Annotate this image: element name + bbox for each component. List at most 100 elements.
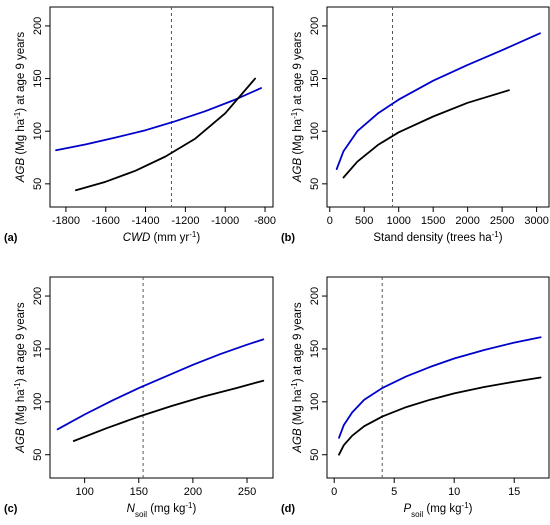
x-tick-label: -1000 — [211, 215, 239, 227]
x-axis-label-italic: CWD — [123, 232, 150, 244]
y-tick-label: 200 — [32, 287, 44, 305]
series-line-blue — [56, 338, 265, 431]
x-axis-label-italic: N — [127, 503, 136, 515]
y-axis-label: AGB (Mg ha-1) at age 9 years — [290, 302, 305, 454]
x-tick-label: 1500 — [421, 215, 445, 227]
x-axis-label-tail: ) — [196, 232, 200, 244]
y-axis-label-sup: -1 — [290, 382, 299, 390]
x-axis-label-text: (mg kg — [147, 503, 185, 515]
x-tick-label: 250 — [238, 486, 256, 498]
y-axis-label-text: (Mg ha — [15, 118, 27, 158]
x-axis-label-text: Stand density (trees ha — [373, 232, 492, 244]
x-tick-label: 150 — [130, 486, 148, 498]
series-line-blue — [338, 336, 542, 439]
x-axis-label-sup: -1 — [492, 230, 500, 239]
x-tick-label: 0 — [331, 486, 337, 498]
y-tick-label: 50 — [32, 449, 44, 461]
x-axis-label: Nsoil (mg kg-1) — [127, 501, 197, 519]
x-tick-label: 0 — [327, 215, 333, 227]
x-tick-label: 100 — [75, 486, 93, 498]
y-tick-label: 150 — [32, 340, 44, 358]
x-tick-label: 15 — [508, 486, 520, 498]
y-axis-label-sup: -1 — [290, 111, 299, 119]
x-axis-label-sup: -1 — [185, 501, 193, 510]
y-axis-label-tail: ) at age 9 years — [15, 302, 27, 382]
x-axis-label-tail: ) — [192, 503, 196, 515]
y-tick-label: 100 — [32, 393, 44, 411]
x-tick-label: -800 — [254, 215, 276, 227]
y-tick-label: 150 — [309, 340, 321, 358]
x-tick-label: 500 — [355, 215, 373, 227]
panel-label: (c) — [4, 503, 18, 515]
y-tick-label: 150 — [32, 69, 44, 87]
x-tick-label: 3000 — [524, 215, 548, 227]
series-line-black — [338, 376, 542, 456]
y-tick-label: 50 — [309, 449, 321, 461]
y-tick-label: 150 — [309, 69, 321, 87]
y-axis-label: AGB (Mg ha-1) at age 9 years — [13, 32, 28, 184]
x-axis-label-sub: soil — [411, 510, 423, 519]
x-tick-label: 2000 — [455, 215, 479, 227]
y-axis-label-tail: ) at age 9 years — [15, 32, 27, 112]
x-tick-label: -1400 — [132, 215, 160, 227]
panel-label: (b) — [281, 232, 295, 244]
y-tick-label: 200 — [309, 287, 321, 305]
y-axis-label-tail: ) at age 9 years — [292, 32, 304, 112]
x-tick-label: -1600 — [92, 215, 120, 227]
x-axis-label-tail: ) — [499, 232, 503, 244]
y-axis-label-italic: AGB — [15, 158, 27, 184]
x-axis-label-sup: -1 — [462, 501, 470, 510]
y-tick-label: 50 — [309, 178, 321, 190]
x-axis-label: CWD (mm yr-1) — [123, 230, 201, 245]
y-tick-label: 50 — [32, 178, 44, 190]
series-line-black — [342, 89, 510, 179]
x-tick-label: 2500 — [490, 215, 514, 227]
x-tick-label: 1000 — [386, 215, 410, 227]
plot-frame — [326, 276, 550, 479]
y-axis-label: AGB (Mg ha-1) at age 9 years — [13, 302, 28, 454]
x-tick-label: 5 — [391, 486, 397, 498]
x-tick-label: -1800 — [52, 215, 80, 227]
y-tick-label: 100 — [32, 122, 44, 140]
panel-a: -1800 -1600 -1400 -1200 -1000 -800 50 100 150 200… — [4, 6, 276, 245]
x-axis-label: Stand density (trees ha-1) — [373, 230, 502, 245]
x-tick-label: 10 — [448, 486, 460, 498]
x-axis-label-text: (mm yr — [150, 232, 189, 244]
y-tick-label: 100 — [309, 122, 321, 140]
panel-b: 0 500 1000 1500 2000 2500 3000 50 100 150 200 Stand… — [281, 6, 550, 245]
y-axis-label-text: (Mg ha — [292, 389, 304, 429]
x-axis-label-sub: soil — [135, 510, 147, 519]
series-line-black — [72, 379, 265, 442]
plot-frame — [49, 276, 274, 479]
panel-label: (a) — [4, 232, 18, 244]
y-axis-label-tail: ) at age 9 years — [292, 302, 304, 382]
y-axis-label: AGB (Mg ha-1) at age 9 years — [290, 32, 305, 184]
x-axis-label-tail: ) — [469, 503, 473, 515]
y-axis-label-sup: -1 — [13, 111, 22, 119]
x-axis-label-text: (mg kg — [423, 503, 461, 515]
x-tick-label: -1200 — [171, 215, 199, 227]
y-axis-label-italic: AGB — [292, 428, 304, 454]
x-axis-label-italic: P — [404, 503, 412, 515]
y-axis-label-italic: AGB — [292, 158, 304, 184]
y-axis-label-text: (Mg ha — [292, 118, 304, 158]
y-axis-label-sup: -1 — [13, 382, 22, 390]
x-axis-label: Psoil (mg kg-1) — [404, 501, 473, 519]
y-axis-label-italic: AGB — [15, 428, 27, 454]
panel-label: (d) — [281, 503, 295, 515]
series-line-blue — [335, 32, 541, 171]
plot-frame — [326, 6, 550, 208]
series-line-blue — [55, 87, 263, 152]
y-axis-label-text: (Mg ha — [15, 389, 27, 429]
y-tick-label: 200 — [32, 17, 44, 35]
x-axis-label-sup: -1 — [189, 230, 197, 239]
y-tick-label: 200 — [309, 17, 321, 35]
y-tick-label: 100 — [309, 393, 321, 411]
x-tick-label: 200 — [184, 486, 202, 498]
series-line-black — [75, 77, 257, 192]
plot-frame — [49, 6, 274, 208]
